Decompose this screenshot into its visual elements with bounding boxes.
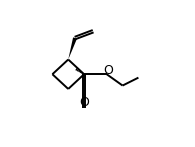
Polygon shape (68, 37, 77, 60)
Text: O: O (79, 96, 89, 109)
Text: O: O (104, 64, 113, 77)
